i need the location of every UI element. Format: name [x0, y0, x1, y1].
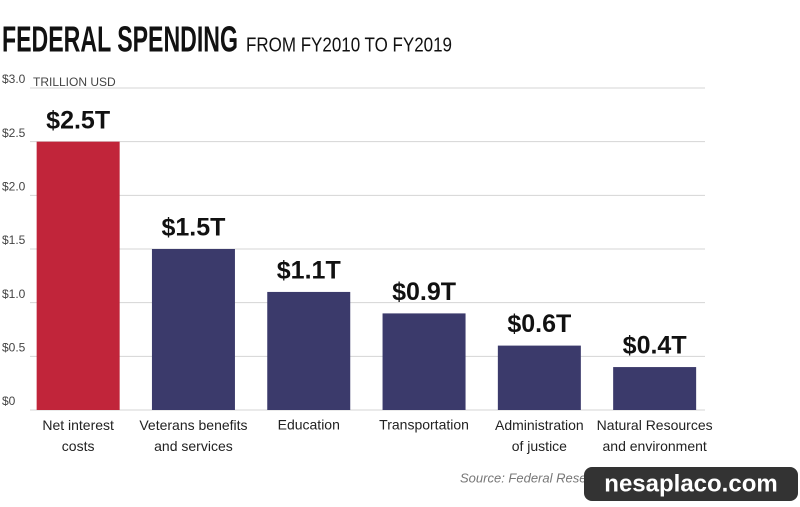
bar: [613, 367, 697, 410]
bar: [382, 313, 466, 410]
chart-title: FEDERAL SPENDING: [2, 19, 238, 60]
y-tick-label: $2.0: [2, 180, 26, 194]
watermark-box: [584, 467, 798, 501]
bar: [267, 291, 351, 410]
x-tick-label: Transportation: [379, 417, 469, 433]
value-label: $2.5T: [46, 106, 110, 134]
value-label: $0.4T: [623, 332, 687, 360]
y-tick-label: $0: [2, 394, 16, 408]
y-tick-label: $0.5: [2, 341, 26, 355]
x-tick-label: Natural Resources and environment: [597, 417, 713, 454]
value-label: $0.9T: [392, 278, 456, 306]
plot: $0 $0.5 $1.0 $1.5 $2.0 $2.5 $3.0 $2.5T Net inter…: [2, 72, 713, 454]
x-tick-label: Administration of justice: [495, 417, 584, 454]
bar: [497, 345, 581, 410]
bar: [36, 141, 120, 410]
y-tick-label: $1.0: [2, 287, 26, 301]
bar: [151, 249, 235, 410]
value-label: $1.5T: [161, 214, 225, 242]
value-label: $1.1T: [277, 257, 341, 285]
x-tick-label: Veterans benefits and services: [139, 417, 247, 454]
x-tick-label: Net interest costs: [42, 417, 114, 454]
x-tick-label: Education: [278, 417, 340, 433]
y-tick-label: $1.5: [2, 233, 26, 247]
chart-subtitle: FROM FY2010 TO FY2019: [246, 34, 452, 56]
value-label: $0.6T: [507, 310, 571, 338]
watermark: nesaplaco.com: [604, 470, 777, 497]
y-tick-label: $3.0: [2, 72, 26, 86]
y-unit: TRILLION USD: [33, 75, 116, 89]
y-tick-label: $2.5: [2, 126, 26, 140]
